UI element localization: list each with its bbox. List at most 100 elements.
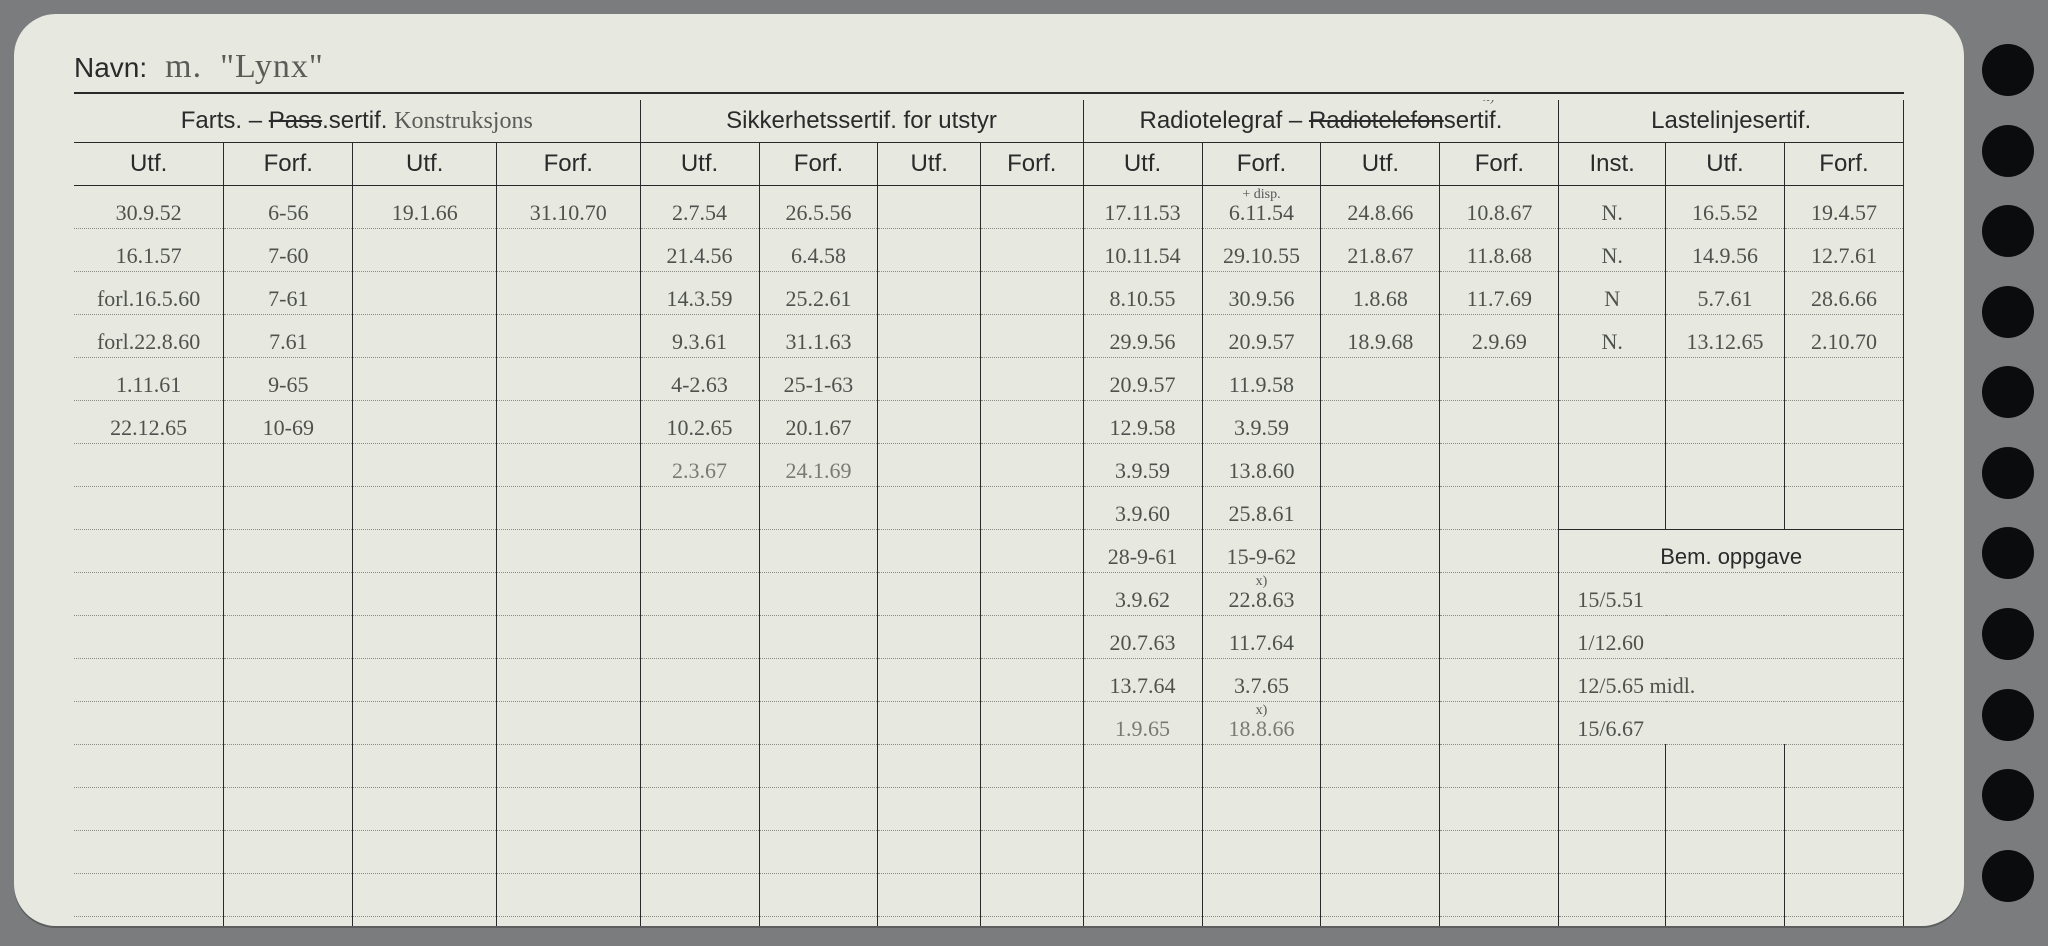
radio-cell: 20.9.57 bbox=[1083, 358, 1202, 401]
radio-cell: 1.9.65 bbox=[1083, 702, 1202, 745]
empty-cell bbox=[640, 874, 759, 917]
radio-cell: 11.7.64 bbox=[1202, 616, 1321, 659]
section-lastelinje: Lastelinjesertif. bbox=[1559, 100, 1904, 143]
binder-hole bbox=[1982, 527, 2034, 579]
farts-cell bbox=[224, 573, 353, 616]
empty-cell bbox=[1083, 831, 1202, 874]
binder-hole bbox=[1982, 689, 2034, 741]
table-row: 1.9.65x)18.8.6615/6.67 bbox=[74, 702, 1904, 745]
table-row bbox=[74, 788, 1904, 831]
radio-cell: 8.10.55 bbox=[1083, 272, 1202, 315]
laste-cell bbox=[1666, 358, 1785, 401]
farts-cell: forl.22.8.60 bbox=[74, 315, 224, 358]
empty-cell bbox=[878, 831, 981, 874]
sikk-cell: 2.3.67 bbox=[640, 444, 759, 487]
sikk-cell bbox=[878, 358, 981, 401]
column-header: Forf. bbox=[224, 143, 353, 186]
sikk-cell bbox=[981, 616, 1084, 659]
laste-cell bbox=[1559, 401, 1666, 444]
sikk-cell bbox=[640, 573, 759, 616]
empty-cell bbox=[496, 874, 640, 917]
farts-cell bbox=[496, 444, 640, 487]
radio-cell: 12.9.58 bbox=[1083, 401, 1202, 444]
farts-handnote: Konstruksjons bbox=[394, 108, 533, 134]
farts-cell bbox=[224, 487, 353, 530]
farts-cell bbox=[224, 659, 353, 702]
farts-cell bbox=[496, 272, 640, 315]
binder-holes bbox=[1978, 0, 2038, 946]
empty-cell bbox=[1559, 917, 1666, 927]
radio-cell: 3.9.59 bbox=[1083, 444, 1202, 487]
sikk-cell: 10.2.65 bbox=[640, 401, 759, 444]
page: Navn: m. "Lynx" Farts. – Pass.sertif. Ko… bbox=[0, 0, 2048, 946]
empty-cell bbox=[353, 831, 497, 874]
radio-cell: 2.9.69 bbox=[1440, 315, 1559, 358]
empty-cell bbox=[1784, 917, 1903, 927]
column-header: Utf. bbox=[74, 143, 224, 186]
sikk-cell bbox=[640, 702, 759, 745]
empty-cell bbox=[1321, 745, 1440, 788]
radio-cell: 11.8.68 bbox=[1440, 229, 1559, 272]
farts-cell bbox=[496, 530, 640, 573]
sikk-cell bbox=[878, 444, 981, 487]
bem-header: Bem. oppgave bbox=[1559, 530, 1904, 573]
sikk-cell bbox=[878, 229, 981, 272]
sikk-cell bbox=[878, 315, 981, 358]
radio-cell: 13.8.60 bbox=[1202, 444, 1321, 487]
empty-cell bbox=[353, 874, 497, 917]
farts-cell bbox=[224, 616, 353, 659]
empty-cell bbox=[1559, 788, 1666, 831]
empty-cell bbox=[1083, 745, 1202, 788]
sikk-cell bbox=[878, 272, 981, 315]
radio-cell bbox=[1321, 358, 1440, 401]
sikk-cell bbox=[878, 401, 981, 444]
empty-cell bbox=[224, 788, 353, 831]
farts-cell bbox=[353, 659, 497, 702]
laste-cell bbox=[1559, 444, 1666, 487]
empty-cell bbox=[1666, 917, 1785, 927]
farts-cell: 16.1.57 bbox=[74, 229, 224, 272]
farts-cell: 7-61 bbox=[224, 272, 353, 315]
empty-cell bbox=[1559, 874, 1666, 917]
farts-cell bbox=[496, 358, 640, 401]
table-row: 28-9-6115-9-62Bem. oppgave bbox=[74, 530, 1904, 573]
sikk-cell bbox=[878, 186, 981, 229]
empty-cell bbox=[640, 917, 759, 927]
farts-cell bbox=[353, 272, 497, 315]
laste-cell: 28.6.66 bbox=[1784, 272, 1903, 315]
radio-cell: 21.8.67 bbox=[1321, 229, 1440, 272]
laste-cell bbox=[1559, 487, 1666, 530]
sikk-cell bbox=[981, 702, 1084, 745]
empty-cell bbox=[1440, 788, 1559, 831]
radio-cell bbox=[1440, 616, 1559, 659]
farts-cell bbox=[496, 616, 640, 659]
empty-cell bbox=[224, 745, 353, 788]
radio-cell bbox=[1321, 487, 1440, 530]
farts-cell: 6-56 bbox=[224, 186, 353, 229]
empty-cell bbox=[496, 788, 640, 831]
sikk-cell bbox=[759, 659, 878, 702]
empty-cell bbox=[981, 831, 1084, 874]
sikk-cell: 6.4.58 bbox=[759, 229, 878, 272]
laste-cell bbox=[1784, 401, 1903, 444]
empty-cell bbox=[1321, 831, 1440, 874]
table-row: forl.22.8.607.619.3.6131.1.6329.9.5620.9… bbox=[74, 315, 1904, 358]
sikk-cell bbox=[878, 487, 981, 530]
empty-cell bbox=[759, 831, 878, 874]
binder-hole bbox=[1982, 850, 2034, 902]
certificates-table: Farts. – Pass.sertif. Konstruksjons Sikk… bbox=[74, 100, 1904, 926]
radio-cell bbox=[1440, 702, 1559, 745]
table-row: 2.3.6724.1.693.9.5913.8.60 bbox=[74, 444, 1904, 487]
binder-hole bbox=[1982, 286, 2034, 338]
radio-cell: 3.9.60 bbox=[1083, 487, 1202, 530]
sikk-cell bbox=[981, 444, 1084, 487]
farts-cell bbox=[74, 487, 224, 530]
empty-cell bbox=[224, 917, 353, 927]
empty-cell bbox=[74, 831, 224, 874]
empty-cell bbox=[759, 745, 878, 788]
farts-cell bbox=[224, 702, 353, 745]
empty-cell bbox=[878, 788, 981, 831]
farts-cell bbox=[496, 229, 640, 272]
sikk-cell: 4-2.63 bbox=[640, 358, 759, 401]
sikk-cell: 14.3.59 bbox=[640, 272, 759, 315]
